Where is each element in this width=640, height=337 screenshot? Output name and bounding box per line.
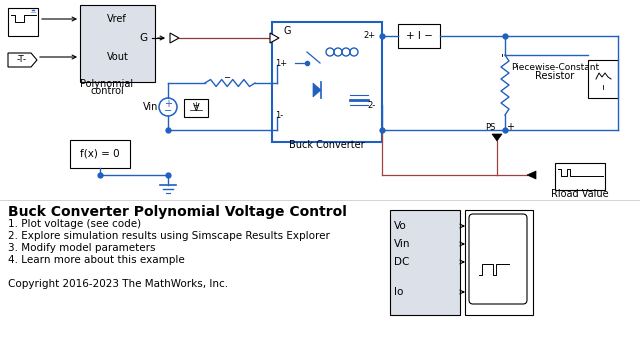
- Polygon shape: [313, 83, 321, 97]
- Text: ': ': [500, 53, 504, 63]
- Text: Vout: Vout: [107, 52, 129, 62]
- Text: Io: Io: [394, 287, 403, 297]
- Polygon shape: [270, 33, 279, 43]
- Text: Rload Value: Rload Value: [551, 189, 609, 199]
- Text: Vin: Vin: [394, 239, 410, 249]
- Text: Vref: Vref: [107, 14, 127, 24]
- Polygon shape: [170, 33, 179, 43]
- Text: f(x) = 0: f(x) = 0: [80, 149, 120, 159]
- Text: control: control: [90, 86, 124, 96]
- Circle shape: [159, 98, 177, 116]
- Text: +: +: [164, 99, 172, 109]
- Bar: [80, 5, 155, 82]
- Text: 3. Modify model parameters: 3. Modify model parameters: [8, 243, 156, 253]
- Bar: [184, 99, 208, 117]
- Bar: [588, 60, 618, 98]
- Polygon shape: [492, 134, 502, 141]
- Text: Buck Converter: Buck Converter: [289, 140, 365, 150]
- Text: -T-: -T-: [17, 56, 27, 64]
- Text: 2+: 2+: [364, 31, 376, 40]
- Text: Buck Converter Polynomial Voltage Control: Buck Converter Polynomial Voltage Contro…: [8, 205, 347, 219]
- Text: DC: DC: [394, 257, 410, 267]
- Text: Resistor: Resistor: [536, 71, 575, 81]
- Text: 1+: 1+: [275, 59, 287, 67]
- Bar: [272, 22, 382, 142]
- Polygon shape: [8, 53, 37, 67]
- Text: 2-: 2-: [368, 100, 376, 110]
- Text: 2. Explore simulation results using Simscape Results Explorer: 2. Explore simulation results using Sims…: [8, 231, 330, 241]
- Text: −: −: [164, 106, 172, 116]
- Bar: [465, 210, 533, 315]
- Text: Piecewise-Constant: Piecewise-Constant: [511, 63, 599, 72]
- Text: 4. Learn more about this example: 4. Learn more about this example: [8, 255, 185, 265]
- Text: Vin: Vin: [143, 102, 158, 112]
- FancyBboxPatch shape: [469, 214, 527, 304]
- Bar: [8, 8, 38, 36]
- Text: PS: PS: [485, 123, 495, 132]
- Text: +: +: [193, 101, 200, 111]
- Bar: [398, 24, 440, 48]
- Text: G: G: [283, 26, 291, 36]
- Bar: [390, 210, 460, 315]
- Bar: [555, 163, 605, 190]
- Text: Copyright 2016-2023 The MathWorks, Inc.: Copyright 2016-2023 The MathWorks, Inc.: [8, 279, 228, 289]
- Text: G: G: [140, 33, 148, 43]
- Text: +: +: [506, 122, 514, 132]
- Text: Vo: Vo: [394, 221, 407, 231]
- Text: −: −: [223, 73, 230, 83]
- Text: 1-: 1-: [275, 111, 284, 120]
- Text: V: V: [193, 103, 199, 113]
- Text: + I −: + I −: [406, 31, 433, 41]
- Polygon shape: [527, 171, 536, 179]
- Text: 1. Plot voltage (see code): 1. Plot voltage (see code): [8, 219, 141, 229]
- Text: Polynomial: Polynomial: [81, 79, 134, 89]
- Bar: [70, 140, 130, 168]
